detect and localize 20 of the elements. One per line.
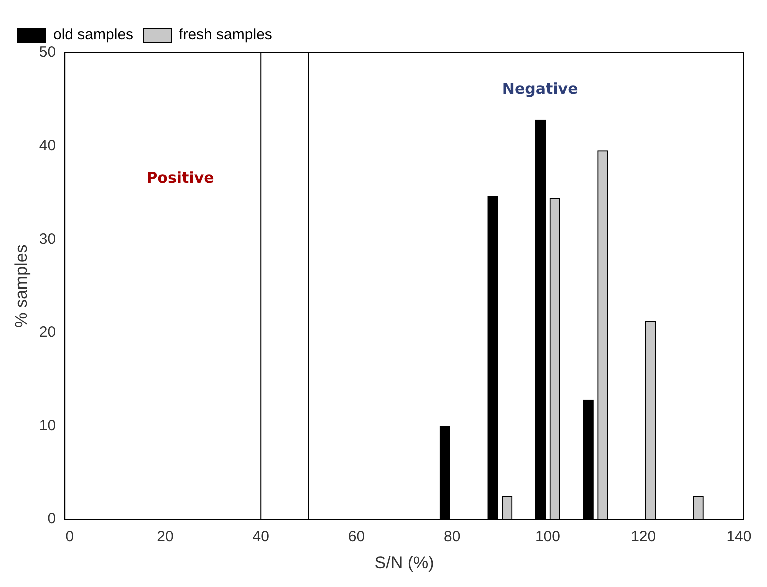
- annotation: Positive: [146, 168, 214, 187]
- y-tick-label: 0: [48, 510, 56, 528]
- x-tick-label: 40: [252, 528, 270, 546]
- annotation: Negative: [502, 80, 578, 98]
- y-axis-title: % samples: [12, 244, 31, 328]
- x-tick-label: 80: [444, 528, 461, 546]
- y-tick-label: 40: [39, 137, 56, 154]
- x-axis-title: S/N (%): [374, 553, 434, 572]
- y-tick-label: 10: [39, 417, 56, 434]
- y-tick-label: 20: [39, 324, 56, 342]
- y-tick-label: 50: [39, 44, 56, 62]
- x-tick-label: 60: [348, 528, 366, 546]
- y-tick-label: 30: [39, 230, 56, 248]
- legend-label: fresh samples: [179, 26, 272, 44]
- x-tick-label: 120: [631, 528, 656, 546]
- x-tick-label: 20: [157, 528, 174, 546]
- x-tick-label: 0: [66, 528, 74, 546]
- x-tick-label: 140: [726, 528, 752, 546]
- legend-label: old samples: [54, 26, 134, 44]
- x-tick-label: 100: [535, 528, 560, 546]
